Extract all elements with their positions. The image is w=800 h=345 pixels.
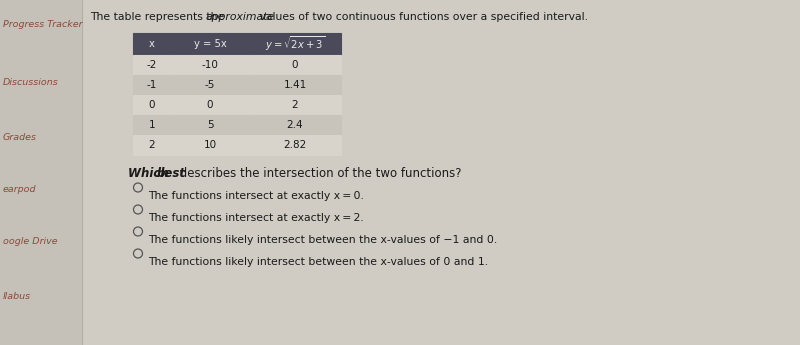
Bar: [133, 95, 171, 115]
Bar: [133, 33, 171, 55]
Bar: [171, 95, 249, 115]
Text: -2: -2: [147, 60, 157, 70]
Bar: [171, 75, 249, 95]
Text: y = 5x: y = 5x: [194, 39, 226, 49]
Text: 1: 1: [149, 120, 155, 130]
Text: The functions intersect at exactly x = 2.: The functions intersect at exactly x = 2…: [148, 213, 364, 223]
Text: -10: -10: [202, 60, 218, 70]
Text: 10: 10: [203, 140, 217, 150]
Bar: [171, 115, 249, 135]
Bar: [249, 75, 341, 95]
Text: x: x: [149, 39, 155, 49]
Text: values of two continuous functions over a specified interval.: values of two continuous functions over …: [256, 12, 588, 22]
Text: 2: 2: [292, 100, 298, 110]
Bar: [133, 135, 171, 155]
Text: -5: -5: [205, 80, 215, 90]
Bar: [133, 55, 171, 75]
Bar: [171, 33, 249, 55]
Bar: [249, 95, 341, 115]
Text: Progress Tracker: Progress Tracker: [3, 20, 82, 29]
Bar: [0, 0, 82, 345]
Text: 0: 0: [149, 100, 155, 110]
Bar: [249, 33, 341, 55]
Text: approximate: approximate: [206, 12, 274, 22]
Text: Which: Which: [128, 167, 173, 180]
Text: describes the intersection of the two functions?: describes the intersection of the two fu…: [176, 167, 462, 180]
Text: 0: 0: [206, 100, 214, 110]
Bar: [171, 55, 249, 75]
Text: 2: 2: [149, 140, 155, 150]
Text: The functions likely intersect between the x-values of 0 and 1.: The functions likely intersect between t…: [148, 257, 488, 267]
Text: earpod: earpod: [3, 185, 37, 194]
Text: Discussions: Discussions: [3, 78, 58, 87]
Text: 1.41: 1.41: [283, 80, 306, 90]
Text: 0: 0: [292, 60, 298, 70]
Text: 2.4: 2.4: [286, 120, 303, 130]
Text: llabus: llabus: [3, 292, 31, 301]
Text: 2.82: 2.82: [283, 140, 306, 150]
Text: The table represents the: The table represents the: [90, 12, 228, 22]
Bar: [249, 135, 341, 155]
Text: $y=\sqrt{2x+3}$: $y=\sqrt{2x+3}$: [265, 35, 325, 53]
Bar: [249, 55, 341, 75]
Bar: [133, 75, 171, 95]
Text: The functions intersect at exactly x = 0.: The functions intersect at exactly x = 0…: [148, 191, 364, 201]
Text: best: best: [157, 167, 186, 180]
Bar: [133, 115, 171, 135]
Text: 5: 5: [206, 120, 214, 130]
Text: The functions likely intersect between the x-values of −1 and 0.: The functions likely intersect between t…: [148, 235, 498, 245]
Text: Grades: Grades: [3, 134, 37, 142]
Text: -1: -1: [147, 80, 157, 90]
Text: oogle Drive: oogle Drive: [3, 237, 58, 246]
Bar: [249, 115, 341, 135]
Bar: [171, 135, 249, 155]
